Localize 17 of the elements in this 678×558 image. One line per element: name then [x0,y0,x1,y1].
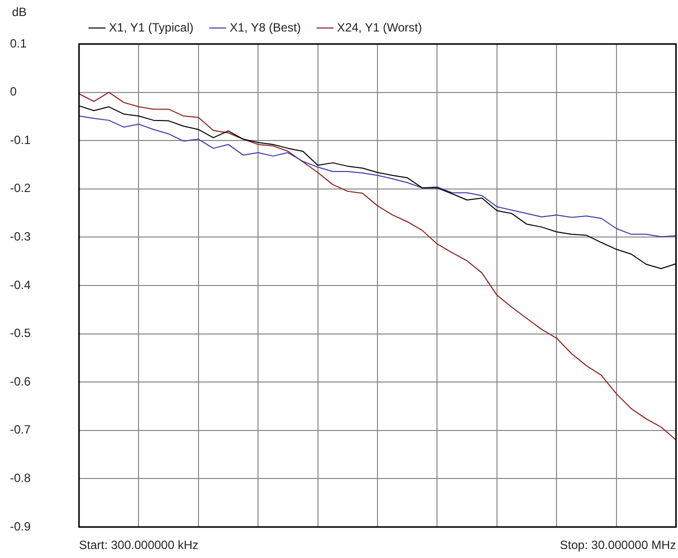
text: Stop: 30.000000 MHz [560,538,676,552]
text: Start: 300.000000 kHz [79,538,198,552]
legend-label: X1, Y8 (Best) [230,20,301,34]
y-tick-label: -0.2 [10,181,32,196]
y-tick-label: 0 [10,84,17,99]
y-tick-label: 0.1 [10,36,28,50]
legend-label: X24, Y1 (Worst) [337,20,422,34]
legend-label: X1, Y1 (Typical) [109,20,194,34]
y-axis-title: dB [12,5,27,19]
y-tick-label: -0.4 [10,278,32,292]
y-tick-label: -0.8 [10,471,32,486]
y-tick-label: -0.5 [10,326,32,340]
y-tick-label: -0.7 [10,422,32,437]
y-tick-label: -0.9 [10,519,32,534]
y-tick-label: -0.6 [10,374,32,388]
y-tick-label: -0.3 [10,230,32,244]
y-tick-label: -0.1 [10,132,32,147]
